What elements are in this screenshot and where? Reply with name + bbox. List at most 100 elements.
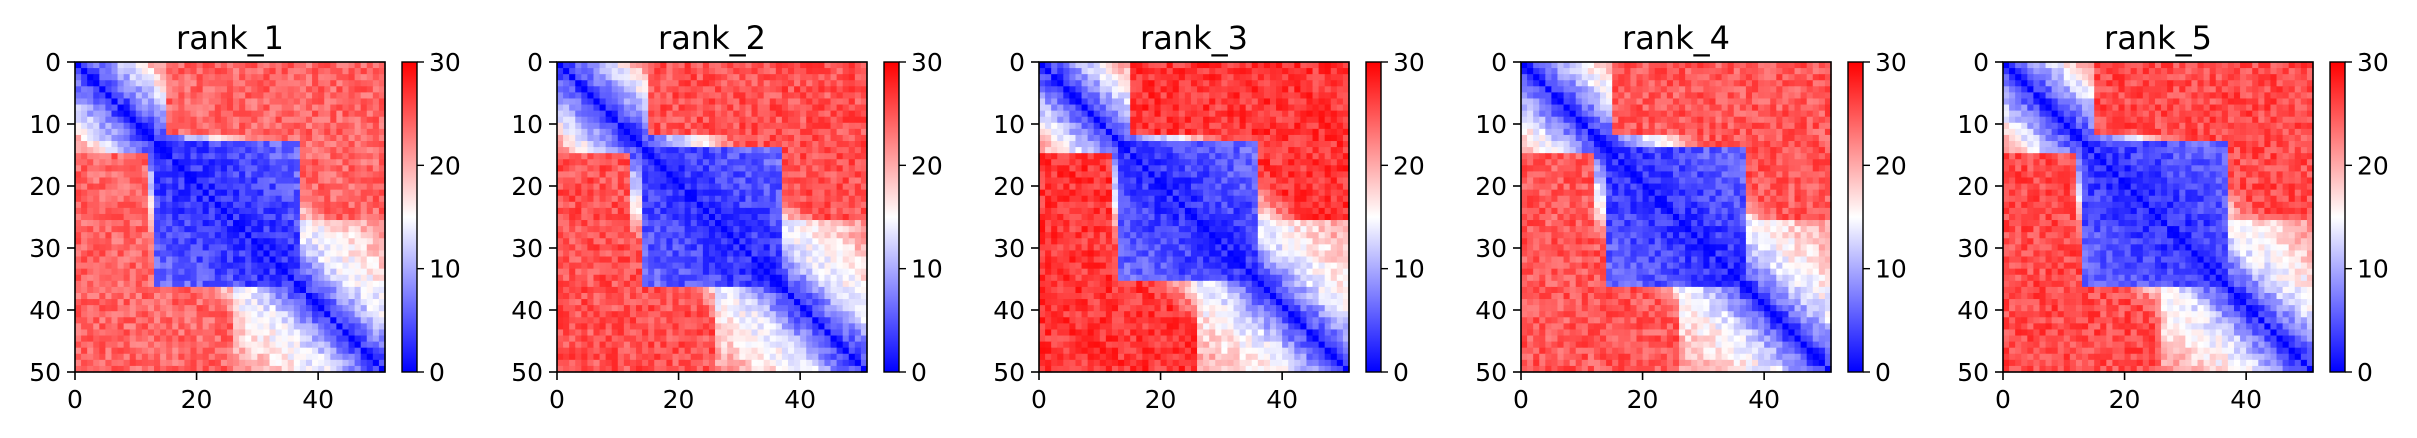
heatmap-cell	[275, 110, 283, 118]
heatmap-cell	[305, 226, 313, 233]
heatmap-cell	[581, 329, 588, 337]
heatmap-cell	[587, 177, 595, 185]
heatmap-cell	[666, 104, 674, 112]
heatmap-cell	[251, 280, 258, 288]
heatmap-cell	[354, 365, 362, 373]
heatmap-cell	[166, 299, 173, 306]
heatmap-cell	[324, 183, 331, 191]
heatmap-cell	[141, 183, 149, 191]
heatmap-cell	[654, 177, 661, 185]
heatmap-cell	[611, 74, 619, 81]
heatmap-cell	[166, 226, 173, 233]
heatmap-cell	[581, 250, 588, 258]
heatmap-cell	[818, 68, 826, 75]
heatmap-cell	[318, 128, 325, 136]
heatmap-cell	[305, 347, 313, 355]
heatmap-cell	[666, 128, 674, 136]
heatmap-cell	[569, 213, 576, 221]
heatmap-cell	[751, 213, 759, 221]
heatmap-cell	[794, 317, 801, 324]
heatmap-cell	[233, 238, 240, 245]
heatmap-cell	[636, 262, 643, 270]
heatmap-cell	[684, 68, 692, 75]
heatmap-cell	[305, 365, 313, 373]
heatmap-cell	[569, 195, 576, 203]
heatmap-cell	[660, 201, 668, 209]
heatmap-cell	[239, 74, 246, 81]
heatmap-cell	[569, 232, 576, 239]
heatmap-cell	[824, 122, 832, 130]
heatmap-cell	[757, 141, 765, 148]
heatmap-cell	[196, 341, 204, 349]
heatmap-cell	[269, 226, 277, 233]
heatmap-cell	[678, 305, 686, 312]
heatmap-cell	[245, 268, 252, 276]
heatmap-cell	[275, 286, 283, 294]
heatmap-cell	[202, 80, 210, 87]
heatmap-cell	[824, 189, 832, 197]
heatmap-cell	[312, 116, 319, 124]
heatmap-cell	[672, 195, 680, 203]
heatmap-cell	[715, 268, 722, 276]
heatmap-cell	[87, 80, 94, 87]
heatmap-cell	[208, 256, 216, 264]
heatmap-cell	[129, 86, 137, 93]
heatmap-cell	[696, 299, 704, 306]
heatmap-cell	[860, 147, 868, 154]
heatmap-cell	[117, 153, 125, 160]
heatmap-cell	[769, 68, 777, 75]
heatmap-cell	[569, 147, 576, 154]
heatmap-cell	[129, 365, 137, 373]
heatmap-cell	[727, 329, 734, 337]
heatmap-cell	[757, 268, 765, 276]
heatmap-cell	[721, 134, 728, 142]
heatmap-cell	[605, 165, 613, 173]
heatmap-cell	[702, 226, 710, 233]
heatmap-cell	[763, 110, 771, 118]
heatmap-cell	[348, 165, 356, 173]
heatmap-cell	[178, 335, 186, 343]
heatmap-cell	[269, 365, 277, 373]
heatmap-cell	[611, 98, 619, 106]
heatmap-cell	[721, 122, 728, 130]
heatmap-cell	[745, 80, 753, 87]
heatmap-cell	[848, 335, 856, 343]
heatmap-cell	[372, 195, 380, 203]
heatmap-cell	[263, 274, 271, 282]
heatmap-cell	[751, 305, 759, 312]
heatmap-cell	[623, 280, 631, 288]
heatmap-cell	[812, 134, 819, 142]
heatmap-cell	[372, 189, 380, 197]
heatmap-cell	[684, 98, 692, 106]
heatmap-cell	[208, 104, 216, 112]
heatmap-cell	[569, 299, 576, 306]
heatmap-cell	[123, 171, 131, 179]
heatmap-cell	[800, 280, 807, 288]
heatmap-cell	[312, 323, 319, 331]
heatmap-cell	[757, 134, 765, 142]
heatmap-cell	[378, 226, 386, 233]
heatmap-cell	[763, 98, 771, 106]
heatmap-cell	[147, 226, 155, 233]
heatmap-cell	[281, 141, 289, 148]
heatmap-cell	[763, 104, 771, 112]
heatmap-cell	[342, 268, 350, 276]
heatmap-cell	[684, 323, 692, 331]
heatmap-cell	[105, 329, 113, 337]
heatmap-cell	[281, 305, 289, 312]
heatmap-cell	[575, 262, 582, 270]
heatmap-cell	[563, 195, 570, 203]
heatmap-cell	[824, 292, 832, 300]
heatmap-cell	[806, 80, 813, 87]
heatmap-cell	[324, 165, 331, 173]
heatmap-cell	[812, 244, 819, 252]
heatmap-cell	[617, 323, 625, 331]
heatmap-cell	[87, 147, 94, 154]
heatmap-cell	[648, 177, 655, 185]
heatmap-cell	[123, 250, 131, 258]
heatmap-cell	[99, 353, 106, 361]
heatmap-cell	[684, 147, 692, 154]
heatmap-cell	[721, 159, 728, 166]
heatmap-cell	[293, 128, 301, 136]
heatmap-cell	[763, 189, 771, 197]
